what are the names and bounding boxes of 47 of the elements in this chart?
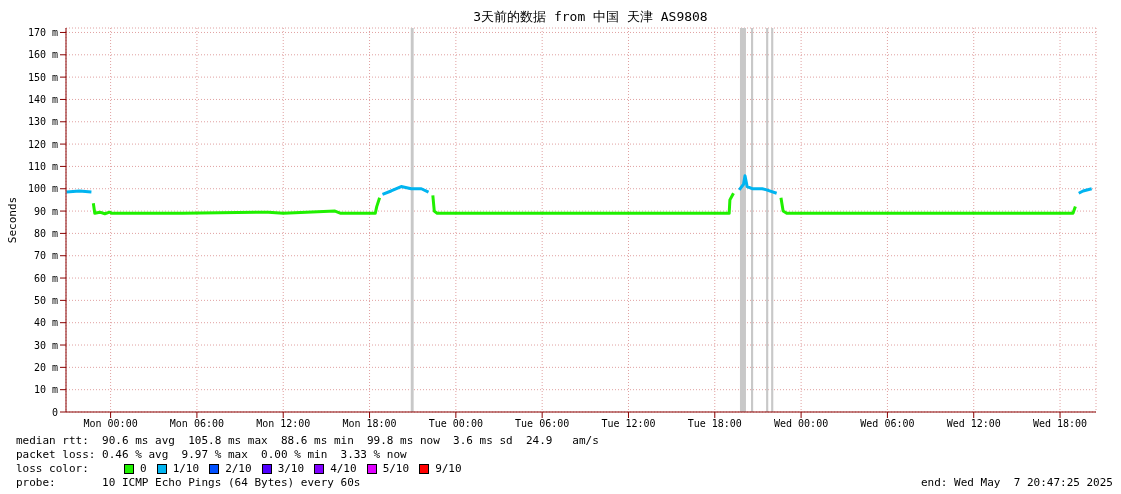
text: probe: 10 ICMP Echo Pings (64 Bytes) every 60s — [16, 476, 361, 490]
x-tick-label: Mon 06:00 — [169, 418, 224, 430]
y-tick-label: 150 m — [27, 71, 58, 83]
x-tick-label: Wed 00:00 — [774, 418, 829, 430]
y-axis-title: Seconds — [5, 196, 19, 244]
legend-label: 3/10 — [276, 462, 305, 476]
x-tick-label: Tue 12:00 — [601, 418, 656, 430]
y-tick-label: 10 m — [33, 384, 58, 396]
x-tick-label: Tue 18:00 — [687, 418, 742, 430]
legend-title: loss color: — [16, 462, 90, 476]
line-series — [91, 196, 382, 216]
y-tick-label: 80 m — [33, 227, 58, 239]
text: packet loss: 0.46 % avg 9.97 % max 0.00 % min 3.33 % now — [16, 448, 408, 462]
x-tick-label: Mon 12:00 — [256, 418, 311, 430]
y-tick-label: 40 m — [33, 317, 58, 329]
y-tick-label: 140 m — [27, 93, 58, 105]
y-tick-label: 60 m — [33, 272, 58, 284]
y-tick-label: 50 m — [33, 294, 58, 306]
y-tick-label: 160 m — [27, 49, 58, 61]
y-tick-label: 90 m — [33, 205, 58, 217]
legend-label: 1/10 — [171, 462, 200, 476]
x-tick-label: Wed 06:00 — [860, 418, 915, 430]
x-tick-label: Wed 12:00 — [946, 418, 1001, 430]
chart-title: 3天前的数据 from 中国 天津 AS9808 — [472, 8, 709, 26]
text: end: Wed May 7 20:47:25 2025 — [920, 476, 1113, 490]
legend-label: 5/10 — [381, 462, 410, 476]
y-tick-label: 70 m — [33, 250, 58, 262]
y-tick-label: 130 m — [27, 116, 58, 128]
y-tick-label: 120 m — [27, 138, 58, 150]
legend-label: 4/10 — [329, 462, 357, 476]
y-tick-label: 0 — [51, 406, 58, 418]
y-tick-label: 30 m — [33, 339, 58, 351]
text: median rtt: 90.6 ms avg 105.8 ms max 88.6 ms min 99.8 ms now 3.6 ms sd 24.9 am/s — [16, 434, 600, 448]
legend-label: 0 — [139, 462, 147, 476]
x-tick-label: Mon 18:00 — [342, 418, 397, 430]
y-tick-label: 170 m — [27, 27, 58, 39]
x-tick-label: Wed 18:00 — [1032, 418, 1088, 430]
line-series — [431, 191, 735, 215]
legend-label: 2/10 — [224, 462, 252, 476]
y-tick-label: 20 m — [33, 361, 58, 373]
legend-label: 9/10 — [434, 462, 462, 476]
x-tick-label: Mon 00:00 — [83, 418, 138, 430]
x-tick-label: Tue 06:00 — [515, 418, 570, 430]
line-series — [779, 196, 1077, 215]
y-tick-label: 100 m — [27, 183, 58, 195]
x-tick-label: Tue 00:00 — [428, 418, 483, 430]
y-tick-label: 110 m — [27, 160, 58, 172]
